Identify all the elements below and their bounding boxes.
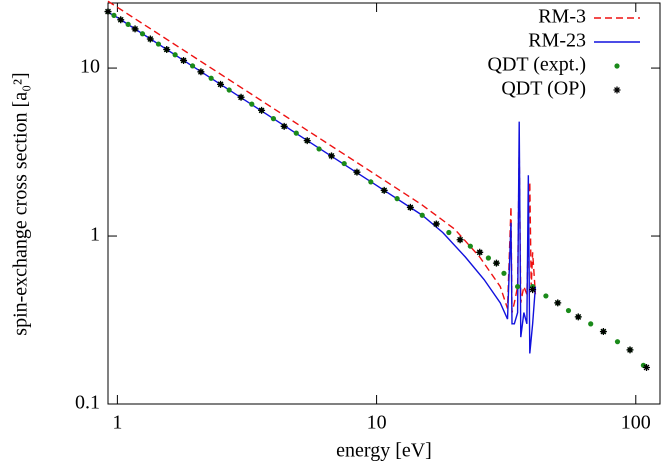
data-point	[131, 25, 139, 33]
x-tick-label: 100	[621, 412, 651, 434]
legend-label: RM-3	[538, 6, 586, 28]
y-tick-label: 10	[80, 56, 100, 78]
x-axis-label: energy [eV]	[336, 440, 432, 462]
data-point	[485, 255, 491, 261]
data-point	[456, 236, 464, 244]
data-point	[588, 321, 594, 327]
data-point	[543, 293, 549, 299]
data-line	[107, 0, 537, 313]
legend-label: QDT (expt.)	[488, 54, 587, 76]
data-point	[197, 68, 205, 76]
data-point	[226, 87, 232, 93]
data-point	[293, 130, 299, 136]
data-point	[270, 116, 277, 122]
data-point	[104, 8, 112, 16]
data-point	[258, 106, 266, 114]
data-point	[432, 220, 440, 228]
data-point	[189, 63, 196, 69]
data-point	[217, 80, 225, 88]
data-point	[353, 168, 361, 176]
data-point	[249, 101, 255, 107]
data-point	[419, 212, 425, 218]
data-point	[237, 93, 245, 101]
data-line	[107, 11, 537, 354]
legend-label: RM-23	[528, 30, 586, 52]
data-point	[614, 339, 621, 345]
data-point	[163, 45, 171, 53]
data-point	[406, 203, 414, 211]
data-point	[626, 346, 634, 354]
data-point	[316, 146, 322, 152]
data-point	[328, 152, 336, 160]
data-point	[554, 299, 562, 307]
data-point	[368, 179, 374, 185]
data-point	[172, 52, 178, 58]
legend-swatch	[614, 63, 620, 69]
data-point	[394, 196, 400, 202]
legend-label: QDT (OP)	[501, 78, 586, 100]
data-point	[515, 283, 521, 290]
x-tick-label: 10	[367, 412, 387, 434]
data-point	[643, 363, 651, 371]
data-point	[380, 186, 388, 194]
data-point	[117, 16, 125, 24]
data-point	[501, 270, 507, 276]
data-point	[574, 313, 582, 321]
data-point	[146, 35, 154, 43]
data-point	[640, 362, 647, 368]
data-point	[180, 56, 188, 64]
y-tick-label: 0.1	[75, 392, 100, 414]
data-point	[599, 328, 607, 336]
y-axis-label: spin-exchange cross section [a₀²]	[10, 72, 32, 335]
x-tick-label: 1	[112, 412, 122, 434]
data-point	[467, 243, 473, 249]
y-tick-label: 1	[90, 224, 100, 246]
data-point	[492, 259, 500, 267]
data-point	[111, 12, 117, 18]
data-point	[208, 75, 214, 81]
data-point	[446, 229, 452, 236]
data-point	[341, 160, 347, 167]
data-point	[280, 122, 288, 130]
legend-swatch	[613, 86, 621, 94]
data-point	[529, 286, 537, 294]
data-point	[139, 31, 146, 37]
data-point	[565, 307, 572, 314]
data-point	[476, 248, 484, 256]
plot-frame	[107, 2, 661, 405]
data-point	[155, 41, 162, 47]
data-point	[125, 21, 131, 27]
data-point	[303, 137, 311, 145]
